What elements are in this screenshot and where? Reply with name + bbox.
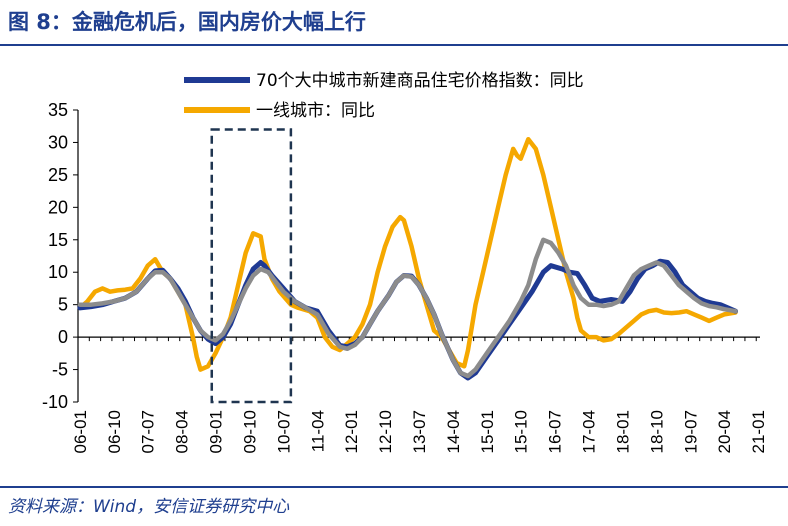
- x-tick-label: 10-07: [274, 410, 293, 453]
- x-tick-label: 15-01: [478, 410, 497, 453]
- x-tick-label: 18-01: [613, 410, 632, 453]
- y-axis: 35 30 25 20 15 10 5 0 -5 -10: [42, 100, 79, 412]
- legend-label-70city: 70个大中城市新建商品住宅价格指数：同比: [256, 71, 584, 91]
- source-divider: [0, 486, 788, 488]
- x-tick-label: 18-10: [647, 410, 666, 453]
- x-tick-label: 16-07: [546, 410, 565, 453]
- y-tick-label: 25: [48, 165, 68, 185]
- legend: 70个大中城市新建商品住宅价格指数：同比 一线城市：同比: [184, 71, 584, 121]
- x-tick-label: 06-10: [105, 410, 124, 453]
- x-tick-label: 11-04: [308, 410, 327, 452]
- source-note: 资料来源：Wind，安信证券研究中心: [8, 497, 290, 517]
- x-tick-label: 06-01: [71, 410, 90, 453]
- x-tick-label: 19-07: [681, 410, 700, 453]
- x-tick-label: 14-04: [444, 410, 463, 453]
- y-tick-label: 5: [58, 295, 68, 315]
- y-tick-label: 0: [58, 327, 68, 347]
- y-tick-label: 10: [48, 262, 68, 282]
- x-tick-label: 12-10: [376, 410, 395, 453]
- x-tick-label: 17-04: [580, 410, 599, 453]
- x-tick-label: 20-04: [715, 410, 734, 453]
- x-tick-label: 09-01: [207, 410, 226, 453]
- highlight-box: [210, 128, 293, 404]
- x-tick-label: 15-10: [512, 410, 531, 453]
- y-tick-label: 20: [48, 197, 68, 217]
- x-tick-label: 13-07: [410, 410, 429, 453]
- legend-label-tier1: 一线城市：同比: [256, 101, 375, 121]
- x-tick-label: 21-01: [749, 410, 768, 453]
- title-divider: [0, 44, 788, 46]
- y-tick-label: -5: [52, 360, 68, 380]
- x-axis: 06-01 06-10 07-07 08-04 09-01 09-10 10-07 11-04…: [71, 336, 768, 453]
- x-tick-label: 09-10: [240, 410, 259, 453]
- y-tick-label: 30: [48, 132, 68, 152]
- series-line-tier1: [77, 136, 738, 372]
- figure-title: 图 8：金融危机后，国内房价大幅上行: [8, 10, 366, 34]
- series-layer: [77, 136, 738, 381]
- y-tick-label: -10: [42, 392, 68, 412]
- series-line-gray: [77, 237, 738, 379]
- x-tick-label: 08-04: [173, 410, 192, 453]
- y-tick-label: 15: [48, 230, 68, 250]
- y-tick-label: 35: [48, 100, 68, 120]
- x-tick-label: 12-01: [342, 410, 361, 453]
- x-tick-label: 07-07: [139, 410, 158, 453]
